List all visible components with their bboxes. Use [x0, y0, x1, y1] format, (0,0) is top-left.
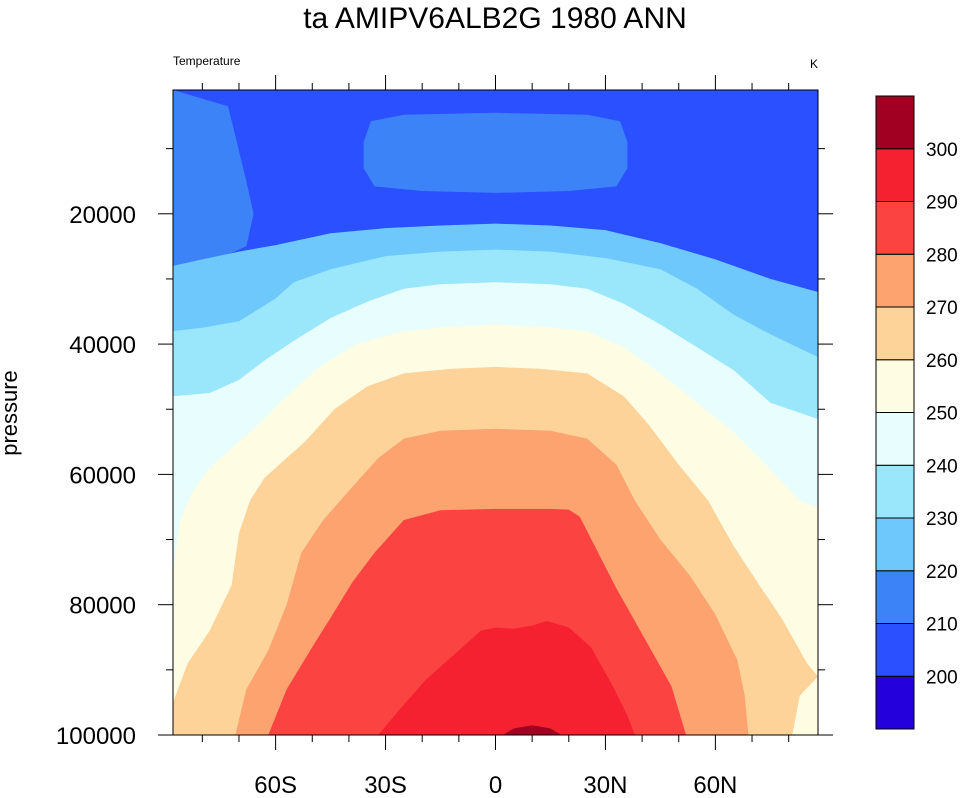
y-tick-label: 40000 [69, 332, 136, 359]
colorbar-label: 220 [926, 562, 958, 583]
y-tick-label: 60000 [69, 462, 136, 489]
colorbar-label: 240 [926, 456, 958, 477]
contour-band-210-2 [173, 90, 254, 266]
colorbar-box [875, 412, 915, 466]
colorbar-box [875, 675, 915, 730]
y-tick-label: 20000 [69, 202, 136, 229]
contour-band-300-11 [502, 725, 562, 735]
colorbar-box [875, 623, 915, 677]
contour-bands [173, 90, 818, 735]
y-tick-label: 100000 [56, 723, 136, 750]
colorbar-label: 300 [926, 140, 958, 161]
colorbar-label: 200 [926, 667, 958, 688]
colorbar-box [875, 570, 915, 624]
x-axis-ticks: 60S 30S 0 30N 60N [201, 75, 790, 798]
colorbar-label: 290 [926, 193, 958, 214]
subtitle-right: K [810, 57, 818, 71]
colorbar-label: 280 [926, 245, 958, 266]
colorbar: 200 210 220 230 240 250 260 270 280 290 300 [875, 95, 958, 730]
colorbar-box [875, 253, 915, 308]
colorbar-box [875, 517, 915, 572]
colorbar-box [875, 306, 915, 361]
colorbar-box [875, 201, 915, 255]
colorbar-box [875, 464, 915, 519]
colorbar-label: 270 [926, 298, 958, 319]
colorbar-label: 210 [926, 615, 958, 636]
contour-band-210-1 [363, 112, 628, 193]
colorbar-label: 250 [926, 404, 958, 425]
x-tick-label: 30N [583, 772, 627, 798]
colorbar-label: 260 [926, 351, 958, 372]
subtitle-left: Temperature [173, 54, 241, 68]
colorbar-box [875, 359, 915, 413]
plot-area [173, 90, 818, 735]
colorbar-box [875, 95, 915, 150]
x-tick-label: 30S [364, 772, 407, 798]
contour-band-290-10 [378, 621, 635, 735]
y-axis-ticks: 20000 40000 60000 80000 100000 [56, 148, 833, 750]
chart-title: ta AMIPV6ALB2G 1980 ANN [303, 2, 687, 35]
colorbar-box [875, 148, 915, 202]
x-tick-label: 60N [693, 772, 737, 798]
y-tick-label: 80000 [69, 593, 136, 620]
x-tick-label: 0 [489, 772, 502, 798]
x-tick-label: 60S [254, 772, 297, 798]
y-axis-label: pressure [0, 370, 22, 456]
colorbar-label: 230 [926, 509, 958, 530]
